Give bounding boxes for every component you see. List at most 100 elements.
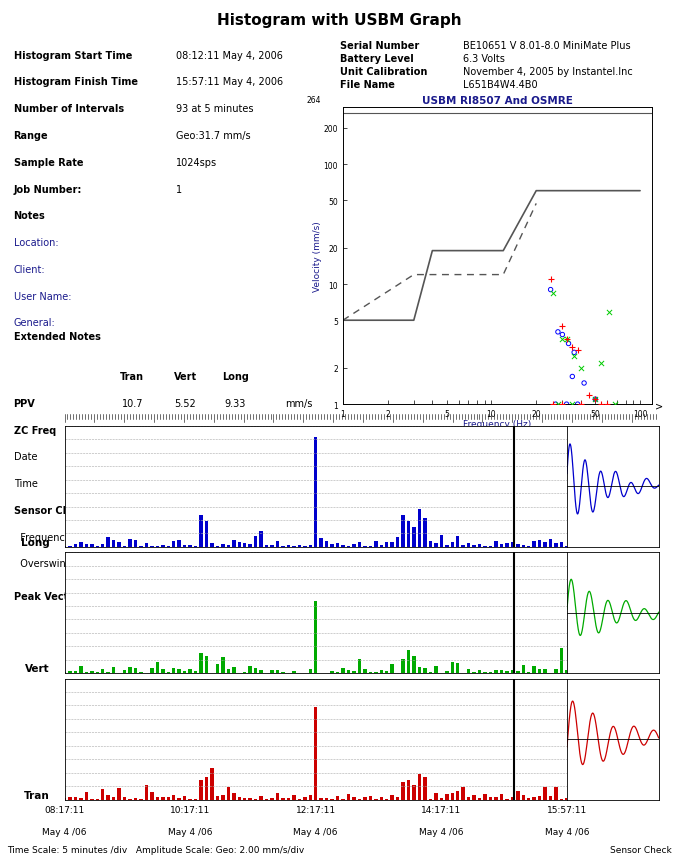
Point — [579, 376, 589, 390]
Text: 1024sps: 1024sps — [176, 158, 217, 168]
Text: Range: Range — [14, 131, 48, 141]
Bar — [172, 795, 175, 800]
Point — [545, 283, 556, 297]
Bar — [139, 799, 143, 800]
Text: Tran: Tran — [120, 372, 144, 381]
Bar — [483, 672, 487, 673]
Bar — [516, 545, 519, 548]
Point — [557, 332, 568, 346]
Text: L651B4W4.4B0: L651B4W4.4B0 — [463, 79, 538, 90]
Bar — [511, 542, 514, 548]
Bar — [521, 796, 525, 800]
Text: 26: 26 — [126, 425, 139, 435]
Bar — [483, 794, 487, 800]
Text: Sensor Check: Sensor Check — [14, 505, 88, 516]
Bar — [96, 547, 99, 548]
Bar — [188, 545, 192, 548]
Bar — [336, 543, 340, 548]
Bar — [516, 791, 519, 800]
Bar — [161, 669, 164, 673]
Bar — [134, 668, 137, 673]
Bar — [565, 798, 569, 800]
Bar — [532, 542, 536, 548]
Bar — [216, 547, 219, 548]
Bar — [161, 545, 164, 548]
Text: Battery Level: Battery Level — [340, 53, 414, 64]
Bar — [314, 708, 318, 800]
Bar — [123, 670, 126, 673]
Text: Sensor Check: Sensor Check — [610, 846, 672, 854]
Bar — [390, 795, 394, 800]
Text: 9.33: 9.33 — [225, 399, 246, 408]
Bar — [445, 545, 449, 548]
Bar — [439, 536, 443, 548]
Text: 3.8: 3.8 — [178, 559, 193, 569]
Bar — [418, 774, 421, 800]
Bar — [194, 799, 198, 800]
Text: Sample Rate: Sample Rate — [14, 158, 83, 168]
Text: BE10651 V 8.01-8.0 MiniMate Plus: BE10651 V 8.01-8.0 MiniMate Plus — [463, 40, 631, 51]
Bar — [227, 787, 230, 800]
Point — [561, 332, 572, 346]
Bar — [369, 547, 372, 548]
Bar — [363, 797, 367, 800]
Point — [567, 398, 578, 412]
Bar — [358, 542, 361, 548]
Text: 7.3: 7.3 — [227, 532, 243, 542]
Bar — [254, 668, 257, 673]
Bar — [473, 796, 476, 800]
Bar — [342, 545, 345, 548]
Text: Tran: Tran — [24, 790, 50, 800]
Bar — [161, 797, 164, 800]
Bar — [331, 671, 334, 673]
Bar — [543, 669, 547, 673]
Bar — [380, 546, 383, 548]
Bar — [166, 797, 170, 800]
Bar — [434, 543, 438, 548]
Bar — [188, 670, 192, 673]
Bar — [73, 797, 77, 800]
Bar — [194, 547, 198, 548]
Bar — [62, 798, 67, 800]
Bar — [232, 540, 236, 548]
Bar — [538, 796, 541, 800]
Bar — [232, 793, 236, 800]
Point — [545, 273, 556, 287]
Bar — [150, 547, 153, 548]
Bar — [308, 795, 312, 800]
Bar — [423, 518, 426, 548]
Bar — [145, 785, 148, 800]
Text: 12:42:11: 12:42:11 — [111, 479, 154, 488]
Text: 4.1: 4.1 — [227, 559, 243, 569]
Bar — [79, 798, 83, 800]
Bar — [303, 797, 307, 800]
Bar — [450, 542, 454, 548]
Bar — [532, 666, 536, 673]
Point — [550, 398, 561, 412]
Point — [590, 393, 601, 406]
Bar — [128, 799, 132, 800]
Bar — [183, 545, 187, 548]
Point — [590, 393, 601, 406]
Bar — [462, 787, 465, 800]
Bar — [265, 545, 268, 548]
Point — [610, 398, 621, 412]
Text: mm/s: mm/s — [285, 399, 313, 408]
Text: 20: 20 — [229, 425, 242, 435]
Bar — [281, 798, 285, 800]
Bar — [532, 797, 536, 800]
Bar — [445, 794, 449, 800]
Text: 15:57:11: 15:57:11 — [547, 805, 587, 814]
Point — [561, 332, 572, 346]
Bar — [177, 541, 181, 548]
Bar — [374, 672, 378, 673]
Bar — [380, 797, 383, 800]
Bar — [483, 547, 487, 548]
Bar — [489, 797, 492, 800]
Bar — [342, 799, 345, 800]
Text: Location:: Location: — [14, 238, 58, 248]
Bar — [516, 672, 519, 673]
Bar — [554, 543, 558, 548]
Bar — [314, 437, 318, 548]
Bar — [216, 664, 219, 673]
